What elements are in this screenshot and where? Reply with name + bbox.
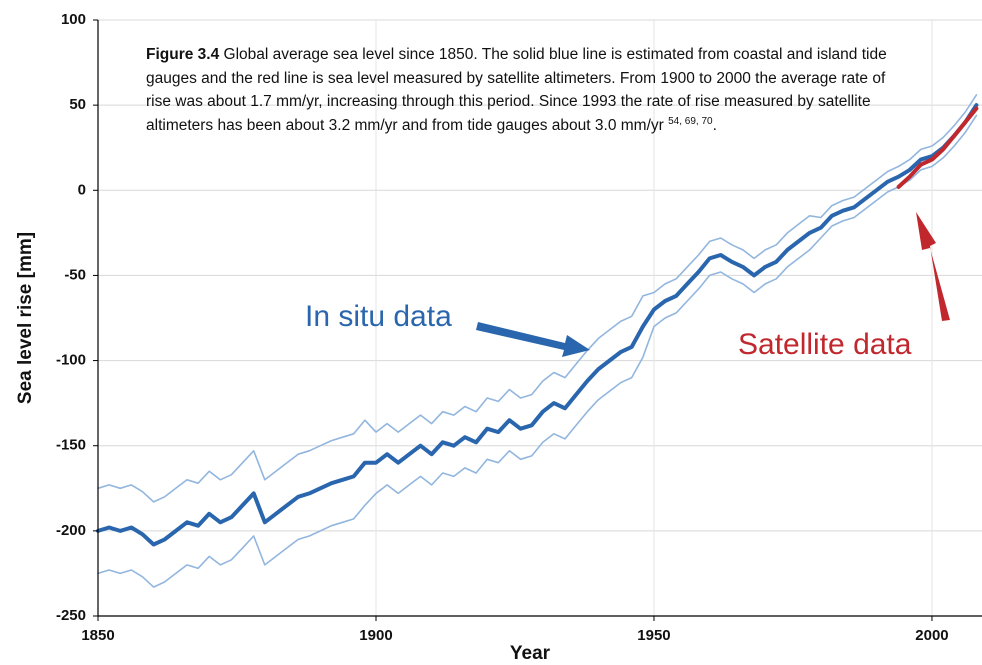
grid: [97, 19, 982, 617]
caption-end: .: [712, 116, 717, 134]
series-line: [97, 94, 978, 503]
in-situ-arrow: [476, 322, 590, 357]
satellite-arrow: [916, 212, 950, 321]
x-tick-label: 1850: [81, 627, 114, 644]
plot-lines: [96, 94, 979, 588]
caption: Figure 3.4 Global average sea level sinc…: [146, 43, 906, 137]
in-situ-annotation: In situ data: [305, 300, 452, 333]
y-tick-label: -100: [56, 352, 86, 369]
y-tick-label: 100: [61, 11, 86, 28]
x-axis-label: Year: [510, 643, 551, 664]
series-line: [896, 106, 979, 189]
y-tick-label: 50: [69, 96, 86, 113]
series-line: [97, 114, 978, 588]
satellite-annotation: Satellite data: [738, 328, 912, 361]
y-tick-label: -150: [56, 437, 86, 454]
y-tick-label: -250: [56, 607, 86, 624]
caption-refs: 54, 69, 70: [668, 115, 713, 127]
y-tick-label: 0: [78, 181, 86, 198]
x-tick-label: 2000: [915, 627, 948, 644]
caption-text: Global average sea level since 1850. The…: [146, 46, 887, 134]
y-tick-label: -50: [64, 266, 86, 283]
x-tick-label: 1900: [359, 627, 392, 644]
y-axis-label: Sea level rise [mm]: [15, 232, 36, 404]
caption-label: Figure 3.4: [146, 46, 220, 63]
x-tick-label: 1950: [637, 627, 670, 644]
series-line: [96, 103, 979, 547]
y-tick-label: -200: [56, 522, 86, 539]
